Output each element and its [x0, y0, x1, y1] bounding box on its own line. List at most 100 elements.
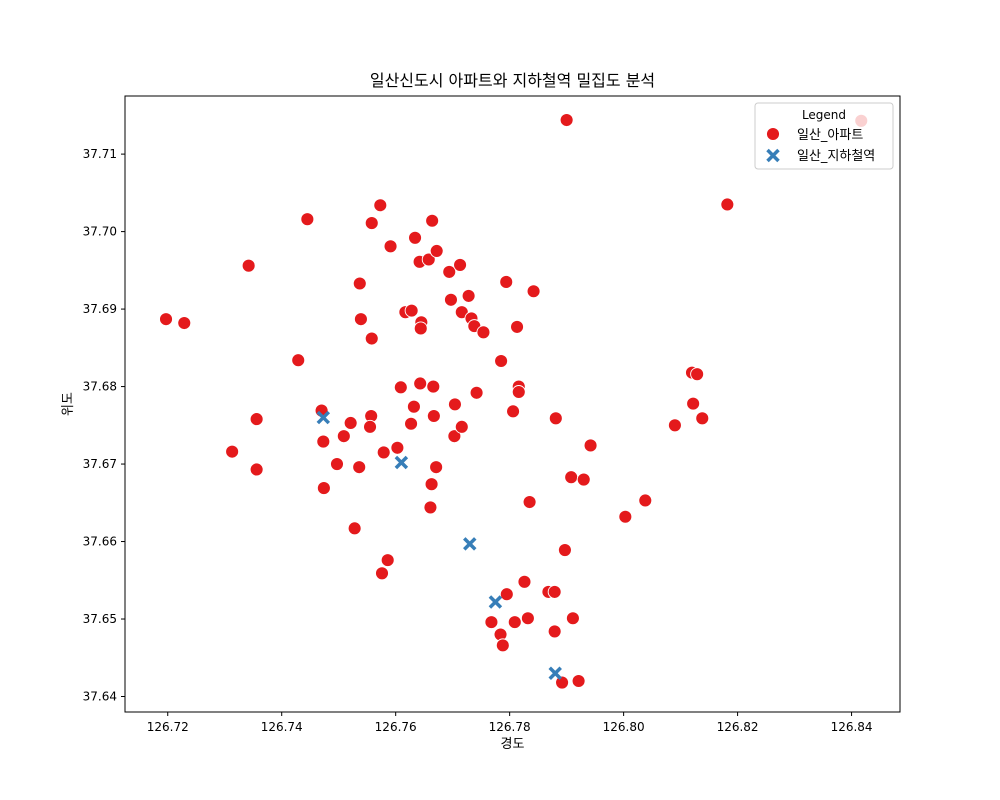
apartment-point	[547, 584, 562, 599]
apartment-point	[413, 376, 428, 391]
apartment-point	[495, 638, 510, 653]
apartment-point	[447, 397, 462, 412]
y-tick-label: 37.67	[83, 457, 117, 471]
x-tick-label: 126.82	[717, 720, 759, 734]
y-tick-label: 37.65	[83, 612, 117, 626]
apartment-point	[316, 481, 331, 496]
apartment-point	[720, 197, 735, 212]
apartment-point	[380, 553, 395, 568]
y-tick-label: 37.70	[83, 225, 117, 239]
apartment-point	[499, 275, 514, 289]
legend-marker-apartment	[766, 127, 780, 141]
chart-title: 일산신도시 아파트와 지하철역 밀집도 분석	[370, 71, 655, 90]
apartment-point	[686, 396, 701, 411]
apartment-point	[526, 284, 541, 299]
x-tick-label: 126.80	[603, 720, 645, 734]
y-tick-label: 37.68	[83, 380, 117, 394]
apartment-point	[469, 385, 484, 400]
apartment-point	[557, 543, 572, 558]
x-tick-label: 126.84	[831, 720, 873, 734]
apartment-point	[618, 509, 633, 524]
apartment-point	[476, 325, 491, 340]
apartment-point	[583, 438, 598, 453]
x-axis: 126.72 126.74 126.76 126.78 126.80 126.82 126.…	[147, 712, 873, 734]
station-point	[548, 666, 562, 680]
y-axis: 37.64 37.65 37.66 37.67 37.68 37.69 37.70 37.71	[83, 147, 125, 704]
apartment-point	[225, 444, 240, 459]
y-tick-label: 37.71	[83, 147, 117, 161]
apartment-point	[429, 244, 444, 258]
apartment-point	[291, 353, 306, 368]
apartment-point	[353, 312, 368, 327]
legend-box	[754, 102, 894, 170]
apartment-point	[520, 611, 535, 626]
apartment-point	[408, 230, 423, 245]
apartment-point	[484, 615, 499, 630]
apartment-point	[316, 434, 331, 449]
legend: Legend 일산_아파트 일산_지하철역	[754, 102, 894, 170]
apartment-point	[571, 674, 586, 688]
apartment-point	[548, 411, 563, 426]
apartment-point	[447, 429, 462, 444]
points-layer	[159, 113, 869, 690]
apartment-point	[425, 213, 440, 228]
apartment-point	[376, 445, 391, 460]
x-axis-label: 경도	[501, 737, 525, 752]
apartment-point	[347, 521, 362, 536]
y-tick-label: 37.64	[83, 690, 117, 704]
apartment-point	[424, 477, 439, 492]
plot-frame	[124, 95, 901, 713]
apartment-point	[423, 500, 438, 515]
apartment-point	[404, 303, 419, 318]
station-point	[316, 410, 331, 425]
apartment-point	[511, 385, 526, 399]
apartment-point	[517, 574, 532, 589]
apartment-point	[159, 312, 173, 327]
apartment-point	[454, 419, 469, 434]
apartment-point	[393, 380, 408, 395]
y-tick-label: 37.66	[83, 535, 117, 549]
apartment-point	[547, 624, 562, 639]
apartment-point	[330, 457, 344, 472]
apartment-point	[565, 611, 580, 626]
apartment-point	[177, 316, 192, 330]
apartment-point	[499, 587, 514, 602]
x-tick-label: 126.74	[261, 720, 303, 734]
apartment-point	[461, 288, 476, 303]
apartment-point	[375, 566, 389, 581]
x-tick-label: 126.72	[147, 720, 189, 734]
apartment-point	[510, 319, 525, 334]
apartment-point	[442, 264, 457, 279]
station-point	[463, 537, 477, 551]
apartment-point	[413, 321, 428, 336]
apartment-point	[249, 412, 264, 427]
apartment-point	[352, 460, 367, 475]
legend-title: Legend	[802, 108, 846, 122]
apartment-point	[454, 305, 469, 320]
apartment-point	[667, 418, 682, 433]
y-tick-label: 37.69	[83, 302, 117, 316]
x-tick-label: 126.76	[375, 720, 417, 734]
apartment-point	[426, 409, 441, 423]
apartment-point	[336, 429, 351, 444]
apartment-point	[690, 367, 705, 382]
apartment-point	[429, 460, 444, 475]
apartment-point	[576, 472, 591, 487]
legend-label-station: 일산_지하철역	[797, 149, 875, 164]
apartment-point	[364, 331, 379, 346]
apartment-point	[249, 462, 264, 477]
y-axis-label: 위도	[61, 392, 76, 416]
apartment-point	[506, 404, 521, 419]
apartment-point	[404, 416, 419, 431]
apartment-point	[241, 258, 256, 273]
apartment-point	[363, 419, 377, 434]
legend-label-apartment: 일산_아파트	[797, 128, 863, 143]
station-point	[488, 595, 503, 609]
apartment-point	[406, 399, 421, 414]
apartment-point	[444, 292, 458, 307]
apartment-point	[564, 470, 579, 485]
apartment-point	[494, 354, 509, 368]
apartment-point	[638, 493, 653, 508]
apartment-point	[522, 495, 537, 509]
